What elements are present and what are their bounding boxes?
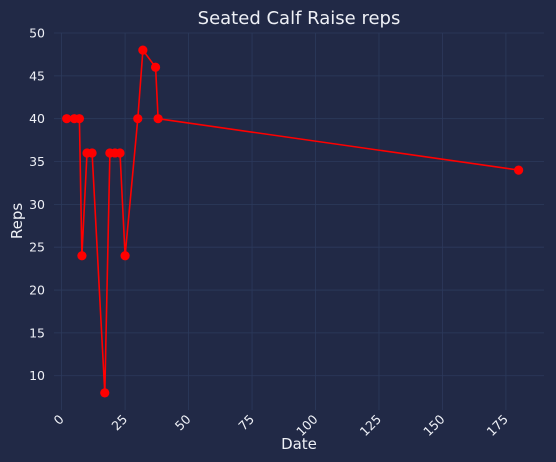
y-tick-label: 10 bbox=[29, 368, 45, 383]
data-point bbox=[100, 388, 110, 398]
data-point bbox=[120, 251, 130, 261]
data-point bbox=[138, 45, 148, 55]
data-point bbox=[115, 148, 125, 158]
data-point bbox=[133, 114, 143, 124]
y-tick-label: 15 bbox=[29, 325, 45, 340]
x-tick-label: 175 bbox=[484, 412, 511, 439]
y-axis-label: Reps bbox=[8, 203, 26, 239]
x-tick-label: 25 bbox=[108, 412, 130, 434]
x-axis-label: Date bbox=[281, 435, 317, 453]
data-point bbox=[74, 114, 84, 124]
data-point bbox=[62, 114, 72, 124]
y-tick-label: 35 bbox=[29, 154, 45, 169]
y-tick-label: 40 bbox=[29, 111, 45, 126]
x-tick-label: 75 bbox=[235, 412, 257, 434]
grid bbox=[54, 32, 544, 410]
x-tick-label: 0 bbox=[51, 411, 67, 427]
chart-title: Seated Calf Raise reps bbox=[198, 8, 401, 29]
y-tick-label: 20 bbox=[29, 283, 45, 298]
y-tick-label: 50 bbox=[29, 26, 45, 41]
series-line bbox=[66, 49, 519, 394]
y-tick-label: 45 bbox=[29, 68, 45, 83]
data-point bbox=[150, 62, 161, 72]
y-tick-label: 25 bbox=[29, 240, 45, 255]
y-tick-label: 30 bbox=[29, 197, 45, 212]
series-layer bbox=[62, 45, 524, 398]
x-tick-label: 50 bbox=[172, 411, 194, 433]
data-point bbox=[153, 114, 163, 124]
x-tick-label: 150 bbox=[420, 411, 448, 439]
x-tick-label: 125 bbox=[357, 412, 384, 439]
data-point bbox=[77, 251, 87, 261]
data-point bbox=[87, 148, 97, 158]
data-point bbox=[514, 165, 524, 175]
